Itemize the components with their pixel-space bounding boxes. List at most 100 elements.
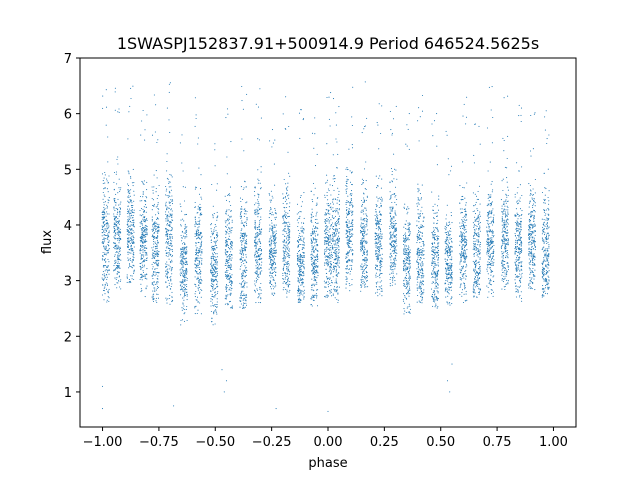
data-point bbox=[378, 236, 381, 238]
data-point bbox=[131, 260, 133, 262]
data-point bbox=[141, 290, 143, 292]
data-point bbox=[345, 210, 348, 212]
data-point bbox=[139, 195, 142, 198]
data-point bbox=[180, 254, 182, 256]
data-point bbox=[297, 301, 299, 303]
data-point bbox=[120, 288, 122, 290]
data-point bbox=[200, 282, 202, 284]
data-point bbox=[199, 262, 201, 264]
data-point bbox=[168, 194, 170, 196]
data-point bbox=[240, 254, 242, 256]
data-point bbox=[142, 109, 144, 112]
data-point bbox=[241, 233, 243, 235]
data-point bbox=[181, 243, 184, 245]
data-point bbox=[217, 281, 219, 283]
data-point bbox=[337, 259, 339, 261]
data-point bbox=[330, 289, 332, 291]
data-point bbox=[165, 240, 168, 243]
data-point bbox=[216, 280, 218, 282]
data-point bbox=[118, 237, 120, 239]
data-point bbox=[379, 197, 381, 199]
data-point bbox=[285, 183, 287, 185]
data-point bbox=[381, 288, 383, 290]
data-point bbox=[117, 231, 119, 233]
data-point bbox=[103, 247, 105, 249]
data-point bbox=[194, 263, 196, 265]
data-point bbox=[380, 187, 382, 189]
data-point bbox=[167, 238, 169, 240]
data-point bbox=[311, 296, 313, 298]
data-point bbox=[286, 290, 288, 292]
data-point bbox=[260, 292, 262, 294]
data-point bbox=[197, 255, 199, 257]
data-point bbox=[169, 82, 171, 84]
data-point bbox=[151, 204, 154, 207]
data-point bbox=[153, 174, 155, 176]
data-point bbox=[154, 268, 156, 270]
data-point bbox=[337, 213, 339, 215]
data-point bbox=[181, 307, 183, 309]
data-point bbox=[117, 245, 119, 247]
data-point bbox=[156, 245, 158, 247]
data-point bbox=[365, 264, 367, 266]
data-point bbox=[273, 258, 275, 260]
data-point bbox=[179, 273, 181, 275]
data-point bbox=[201, 252, 203, 254]
data-point bbox=[362, 235, 365, 237]
data-point bbox=[246, 217, 248, 219]
data-point bbox=[186, 252, 188, 254]
data-point bbox=[239, 197, 242, 199]
data-point bbox=[363, 197, 365, 199]
data-point bbox=[227, 259, 229, 262]
data-point bbox=[361, 239, 363, 241]
data-point bbox=[152, 273, 154, 275]
data-point bbox=[194, 276, 196, 278]
data-point bbox=[197, 237, 199, 239]
data-point bbox=[329, 125, 331, 127]
data-point bbox=[310, 258, 312, 261]
data-point bbox=[200, 288, 202, 290]
data-point bbox=[301, 284, 303, 286]
data-point bbox=[142, 244, 144, 246]
data-point bbox=[334, 290, 336, 292]
data-point bbox=[328, 258, 330, 260]
data-point bbox=[115, 208, 117, 210]
data-point bbox=[144, 236, 146, 238]
data-point bbox=[199, 188, 202, 190]
data-point bbox=[166, 215, 168, 217]
data-point bbox=[107, 251, 109, 253]
data-point bbox=[347, 242, 349, 244]
data-point bbox=[346, 167, 348, 169]
data-point bbox=[182, 258, 184, 260]
data-point bbox=[362, 226, 364, 229]
data-point bbox=[300, 211, 302, 213]
data-point bbox=[171, 203, 174, 205]
data-point bbox=[108, 197, 110, 199]
data-point bbox=[257, 233, 259, 235]
data-point bbox=[215, 309, 217, 311]
data-point bbox=[226, 229, 229, 231]
data-point bbox=[272, 240, 275, 242]
data-point bbox=[226, 262, 228, 265]
data-point bbox=[349, 240, 351, 242]
data-point bbox=[116, 256, 118, 258]
data-point bbox=[201, 289, 203, 291]
data-point bbox=[225, 199, 228, 201]
data-point bbox=[315, 225, 317, 228]
data-point bbox=[195, 242, 197, 244]
data-point bbox=[287, 255, 289, 258]
data-point bbox=[325, 248, 327, 250]
data-point bbox=[302, 290, 304, 293]
data-point bbox=[140, 267, 142, 269]
data-point bbox=[185, 271, 187, 273]
data-point bbox=[242, 271, 244, 273]
data-point bbox=[375, 286, 377, 288]
data-point bbox=[360, 281, 362, 284]
data-point bbox=[283, 215, 285, 218]
data-point bbox=[360, 230, 362, 232]
data-point bbox=[332, 276, 334, 278]
data-point bbox=[317, 228, 319, 230]
data-point bbox=[351, 214, 353, 216]
data-point bbox=[211, 272, 213, 274]
data-point bbox=[272, 272, 274, 274]
